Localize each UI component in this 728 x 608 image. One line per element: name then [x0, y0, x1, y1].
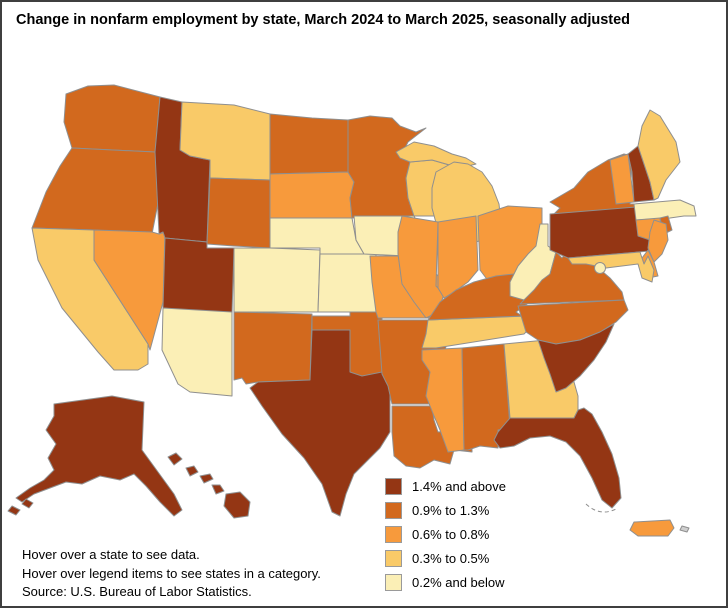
- state-ut[interactable]: [162, 237, 235, 315]
- legend-item-4[interactable]: 0.3% to 0.5%: [385, 550, 506, 567]
- state-hi-big-island[interactable]: [223, 491, 251, 519]
- note-hover-state: Hover over a state to see data.: [22, 547, 200, 562]
- legend-swatch-5: [385, 574, 402, 591]
- state-wy[interactable]: [206, 177, 271, 249]
- state-hi-maui[interactable]: [211, 484, 225, 495]
- legend-label-3: 0.6% to 0.8%: [412, 527, 490, 542]
- legend-label-1: 1.4% and above: [412, 479, 506, 494]
- state-va[interactable]: [519, 249, 625, 305]
- legend-swatch-4: [385, 550, 402, 567]
- state-me[interactable]: [637, 109, 681, 201]
- legend-swatch-2: [385, 502, 402, 519]
- state-md[interactable]: [567, 251, 655, 283]
- state-wa[interactable]: [63, 84, 161, 153]
- state-co[interactable]: [233, 247, 321, 313]
- florida-keys-outline: [585, 503, 617, 513]
- state-nm[interactable]: [233, 311, 313, 385]
- state-nj[interactable]: [647, 219, 669, 263]
- state-ak-aleutian-2[interactable]: [21, 498, 34, 509]
- state-nd[interactable]: [269, 113, 349, 175]
- state-hi-oahu[interactable]: [185, 465, 199, 477]
- legend: 1.4% and above 0.9% to 1.3% 0.6% to 0.8%…: [385, 478, 506, 598]
- state-ks[interactable]: [317, 253, 377, 313]
- legend-swatch-3: [385, 526, 402, 543]
- legend-swatch-1: [385, 478, 402, 495]
- territory-pr[interactable]: [629, 519, 675, 537]
- state-dc[interactable]: [594, 262, 606, 274]
- page-title: Change in nonfarm employment by state, M…: [16, 12, 631, 28]
- legend-item-5[interactable]: 0.2% and below: [385, 574, 506, 591]
- state-ak-aleutian-1[interactable]: [7, 505, 21, 516]
- state-la[interactable]: [391, 405, 473, 469]
- state-hi-kauai[interactable]: [167, 452, 183, 466]
- state-sd[interactable]: [269, 171, 355, 219]
- note-hover-legend: Hover over legend items to see states in…: [22, 565, 321, 581]
- state-hi-molokai[interactable]: [199, 473, 214, 484]
- state-fl[interactable]: [493, 407, 622, 509]
- legend-label-5: 0.2% and below: [412, 575, 505, 590]
- footnotes: Hover over a state to see data. Hover ov…: [22, 546, 321, 602]
- legend-item-2[interactable]: 0.9% to 1.3%: [385, 502, 506, 519]
- legend-label-4: 0.3% to 0.5%: [412, 551, 490, 566]
- source-note: Source: U.S. Bureau of Labor Statistics.: [22, 584, 252, 599]
- state-az[interactable]: [161, 307, 233, 397]
- state-sc[interactable]: [537, 323, 615, 393]
- state-tx[interactable]: [249, 329, 391, 517]
- legend-label-2: 0.9% to 1.3%: [412, 503, 490, 518]
- state-ak[interactable]: [15, 395, 183, 517]
- virgin-islands-outline: [679, 525, 690, 533]
- legend-item-3[interactable]: 0.6% to 0.8%: [385, 526, 506, 543]
- state-or[interactable]: [31, 147, 163, 235]
- legend-item-1[interactable]: 1.4% and above: [385, 478, 506, 495]
- state-il[interactable]: [397, 215, 445, 319]
- state-nc[interactable]: [517, 299, 629, 345]
